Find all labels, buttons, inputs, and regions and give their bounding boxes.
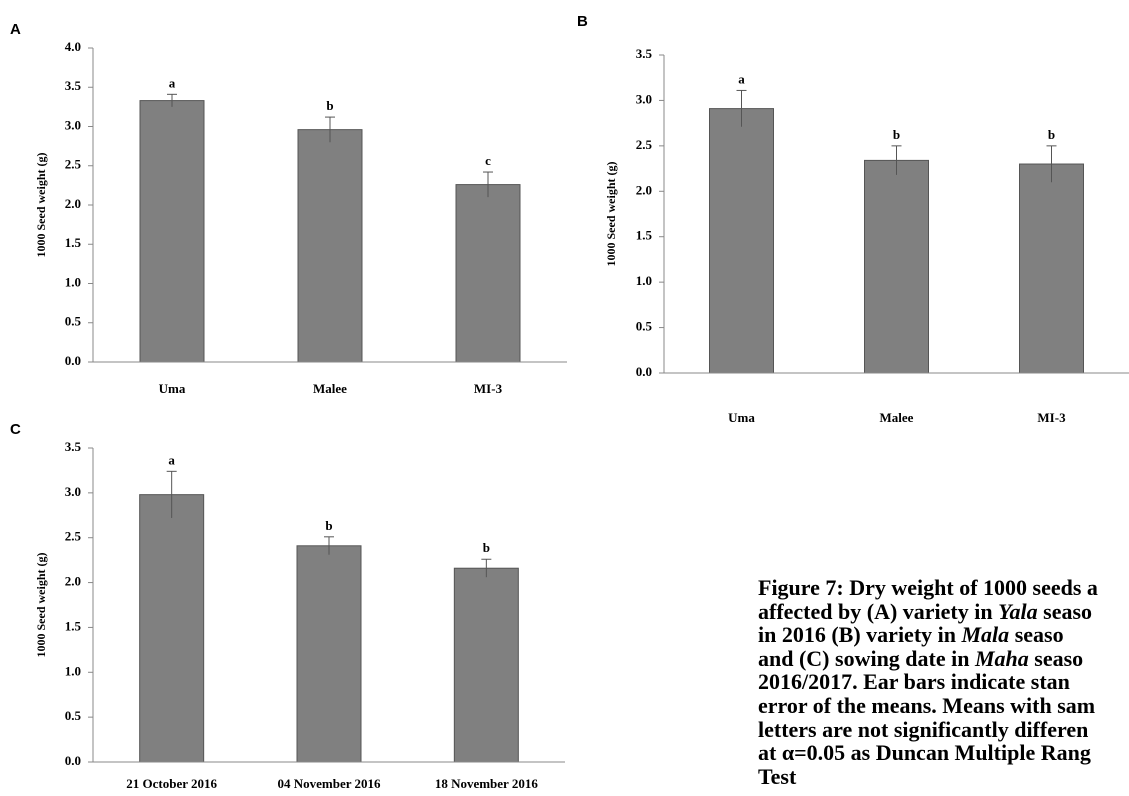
y-axis-label: 1000 Seed weight (g)	[34, 553, 48, 658]
y-tick-label: 4.0	[65, 39, 81, 54]
caption-text: error of the means. Means with sam	[758, 692, 1096, 718]
caption-line: and (C) sowing date in Maha seaso	[758, 645, 1129, 671]
caption-text: Figure 7: Dry weight of 1000 seeds a	[758, 576, 1098, 600]
bar	[453, 567, 519, 763]
caption-text: 2016/2017. Ear bars indicate stan	[758, 669, 1070, 695]
significance-letter: b	[483, 540, 490, 555]
caption-text: at α=0.05 as Duncan Multiple Rang	[758, 740, 1091, 766]
significance-letter: c	[485, 153, 491, 168]
x-tick-label: MI-3	[1037, 410, 1066, 425]
significance-letter: a	[169, 75, 176, 90]
significance-letter: b	[326, 98, 333, 113]
caption-text: seaso	[1028, 645, 1084, 671]
y-tick-label: 2.5	[636, 137, 653, 152]
significance-letter: a	[168, 452, 175, 467]
caption-line: Test	[758, 763, 1129, 789]
y-tick-label: 1.0	[65, 274, 81, 289]
y-tick-label: 3.0	[65, 484, 81, 499]
y-tick-label: 2.0	[65, 574, 81, 589]
x-tick-label: 18 November 2016	[435, 776, 539, 791]
y-tick-label: 1.0	[65, 663, 81, 678]
y-tick-label: 3.5	[65, 439, 82, 454]
y-tick-label: 2.5	[65, 157, 82, 172]
caption-line: letters are not significantly differen	[758, 716, 1129, 742]
bar	[455, 184, 521, 363]
significance-letter: b	[1048, 127, 1055, 142]
caption-line: affected by (A) variety in Yala seaso	[758, 598, 1129, 624]
significance-letter: b	[325, 518, 332, 533]
bar	[139, 494, 205, 763]
y-tick-label: 3.5	[636, 46, 653, 61]
y-tick-label: 2.5	[65, 529, 82, 544]
bar	[709, 108, 774, 374]
y-tick-label: 1.5	[636, 228, 653, 243]
caption-line: error of the means. Means with sam	[758, 694, 1129, 718]
caption-line: Figure 7: Dry weight of 1000 seeds a	[758, 576, 1129, 600]
x-tick-label: 21 October 2016	[126, 776, 217, 791]
y-tick-label: 3.5	[65, 78, 82, 93]
y-tick-label: 0.0	[65, 353, 81, 368]
panel-label: A	[10, 21, 21, 38]
caption-text: Test	[758, 763, 797, 789]
x-tick-label: MI-3	[474, 381, 503, 396]
x-tick-label: 04 November 2016	[277, 776, 381, 791]
y-tick-label: 0.5	[65, 708, 82, 723]
y-tick-label: 0.5	[65, 314, 82, 329]
bar	[864, 159, 929, 374]
x-tick-label: Malee	[880, 410, 914, 425]
y-tick-label: 1.5	[65, 235, 82, 250]
caption-text: seaso	[1009, 622, 1064, 648]
significance-letter: a	[738, 71, 745, 86]
caption-text: Mala	[961, 622, 1010, 648]
caption-text: and (C) sowing date in	[758, 645, 975, 671]
significance-letter: b	[893, 127, 900, 142]
caption-text: Maha	[974, 645, 1029, 671]
y-tick-label: 2.0	[636, 182, 652, 197]
y-tick-label: 1.0	[636, 273, 652, 288]
x-tick-label: Uma	[728, 410, 755, 425]
caption-line: at α=0.05 as Duncan Multiple Rang	[758, 741, 1129, 765]
y-tick-label: 2.0	[65, 196, 81, 211]
y-axis-label: 1000 Seed weight (g)	[34, 153, 48, 258]
caption-line: in 2016 (B) variety in Mala seaso	[758, 623, 1129, 647]
y-tick-label: 3.0	[65, 117, 81, 132]
y-tick-label: 0.0	[636, 364, 652, 379]
panel-label: B	[577, 13, 588, 30]
bar	[139, 100, 205, 363]
caption-line: 2016/2017. Ear bars indicate stan	[758, 670, 1129, 694]
caption-text: Yala	[998, 598, 1038, 624]
caption-text: in 2016 (B) variety in	[758, 622, 962, 648]
x-tick-label: Malee	[313, 381, 347, 396]
caption-text: letters are not significantly differen	[758, 716, 1089, 742]
y-tick-label: 3.0	[636, 91, 652, 106]
bar	[1019, 163, 1084, 374]
y-axis-label: 1000 Seed weight (g)	[604, 162, 618, 267]
caption-text: seaso	[1037, 598, 1093, 624]
bar	[297, 129, 363, 363]
panel-label: C	[10, 421, 21, 438]
bar	[296, 545, 362, 763]
y-tick-label: 1.5	[65, 618, 82, 633]
y-tick-label: 0.0	[65, 753, 81, 768]
y-tick-label: 0.5	[636, 319, 653, 334]
caption-text: affected by (A) variety in	[758, 598, 999, 624]
caption: Figure 7: Dry weight of 1000 seeds a affe…	[758, 576, 1129, 788]
x-tick-label: Uma	[159, 381, 186, 396]
